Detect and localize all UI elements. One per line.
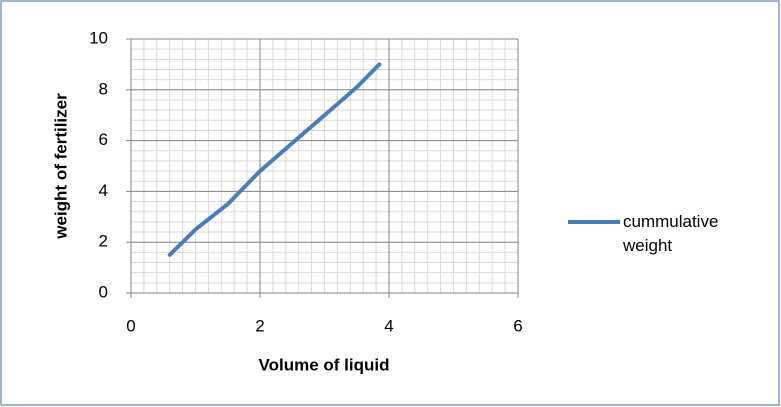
data-line [167, 62, 382, 257]
x-axis-title: Volume of liquid [259, 355, 390, 374]
legend-entry: cummulative weight [623, 212, 719, 255]
y-tick-label: 6 [99, 130, 108, 149]
y-tick-label: 8 [99, 79, 108, 98]
y-tick-label: 4 [99, 181, 108, 200]
legend-label: cummulative weight [623, 212, 719, 255]
y-tick-label: 10 [89, 28, 108, 47]
y-tick-label: 0 [99, 282, 108, 301]
x-tick-label: 4 [384, 316, 393, 335]
y-tick-label: 2 [99, 232, 108, 251]
x-tick-label: 6 [513, 316, 522, 335]
x-tick-label: 0 [126, 316, 135, 335]
y-axis-title: weight of fertilizer [51, 93, 70, 240]
x-tick-label: 2 [255, 316, 264, 335]
